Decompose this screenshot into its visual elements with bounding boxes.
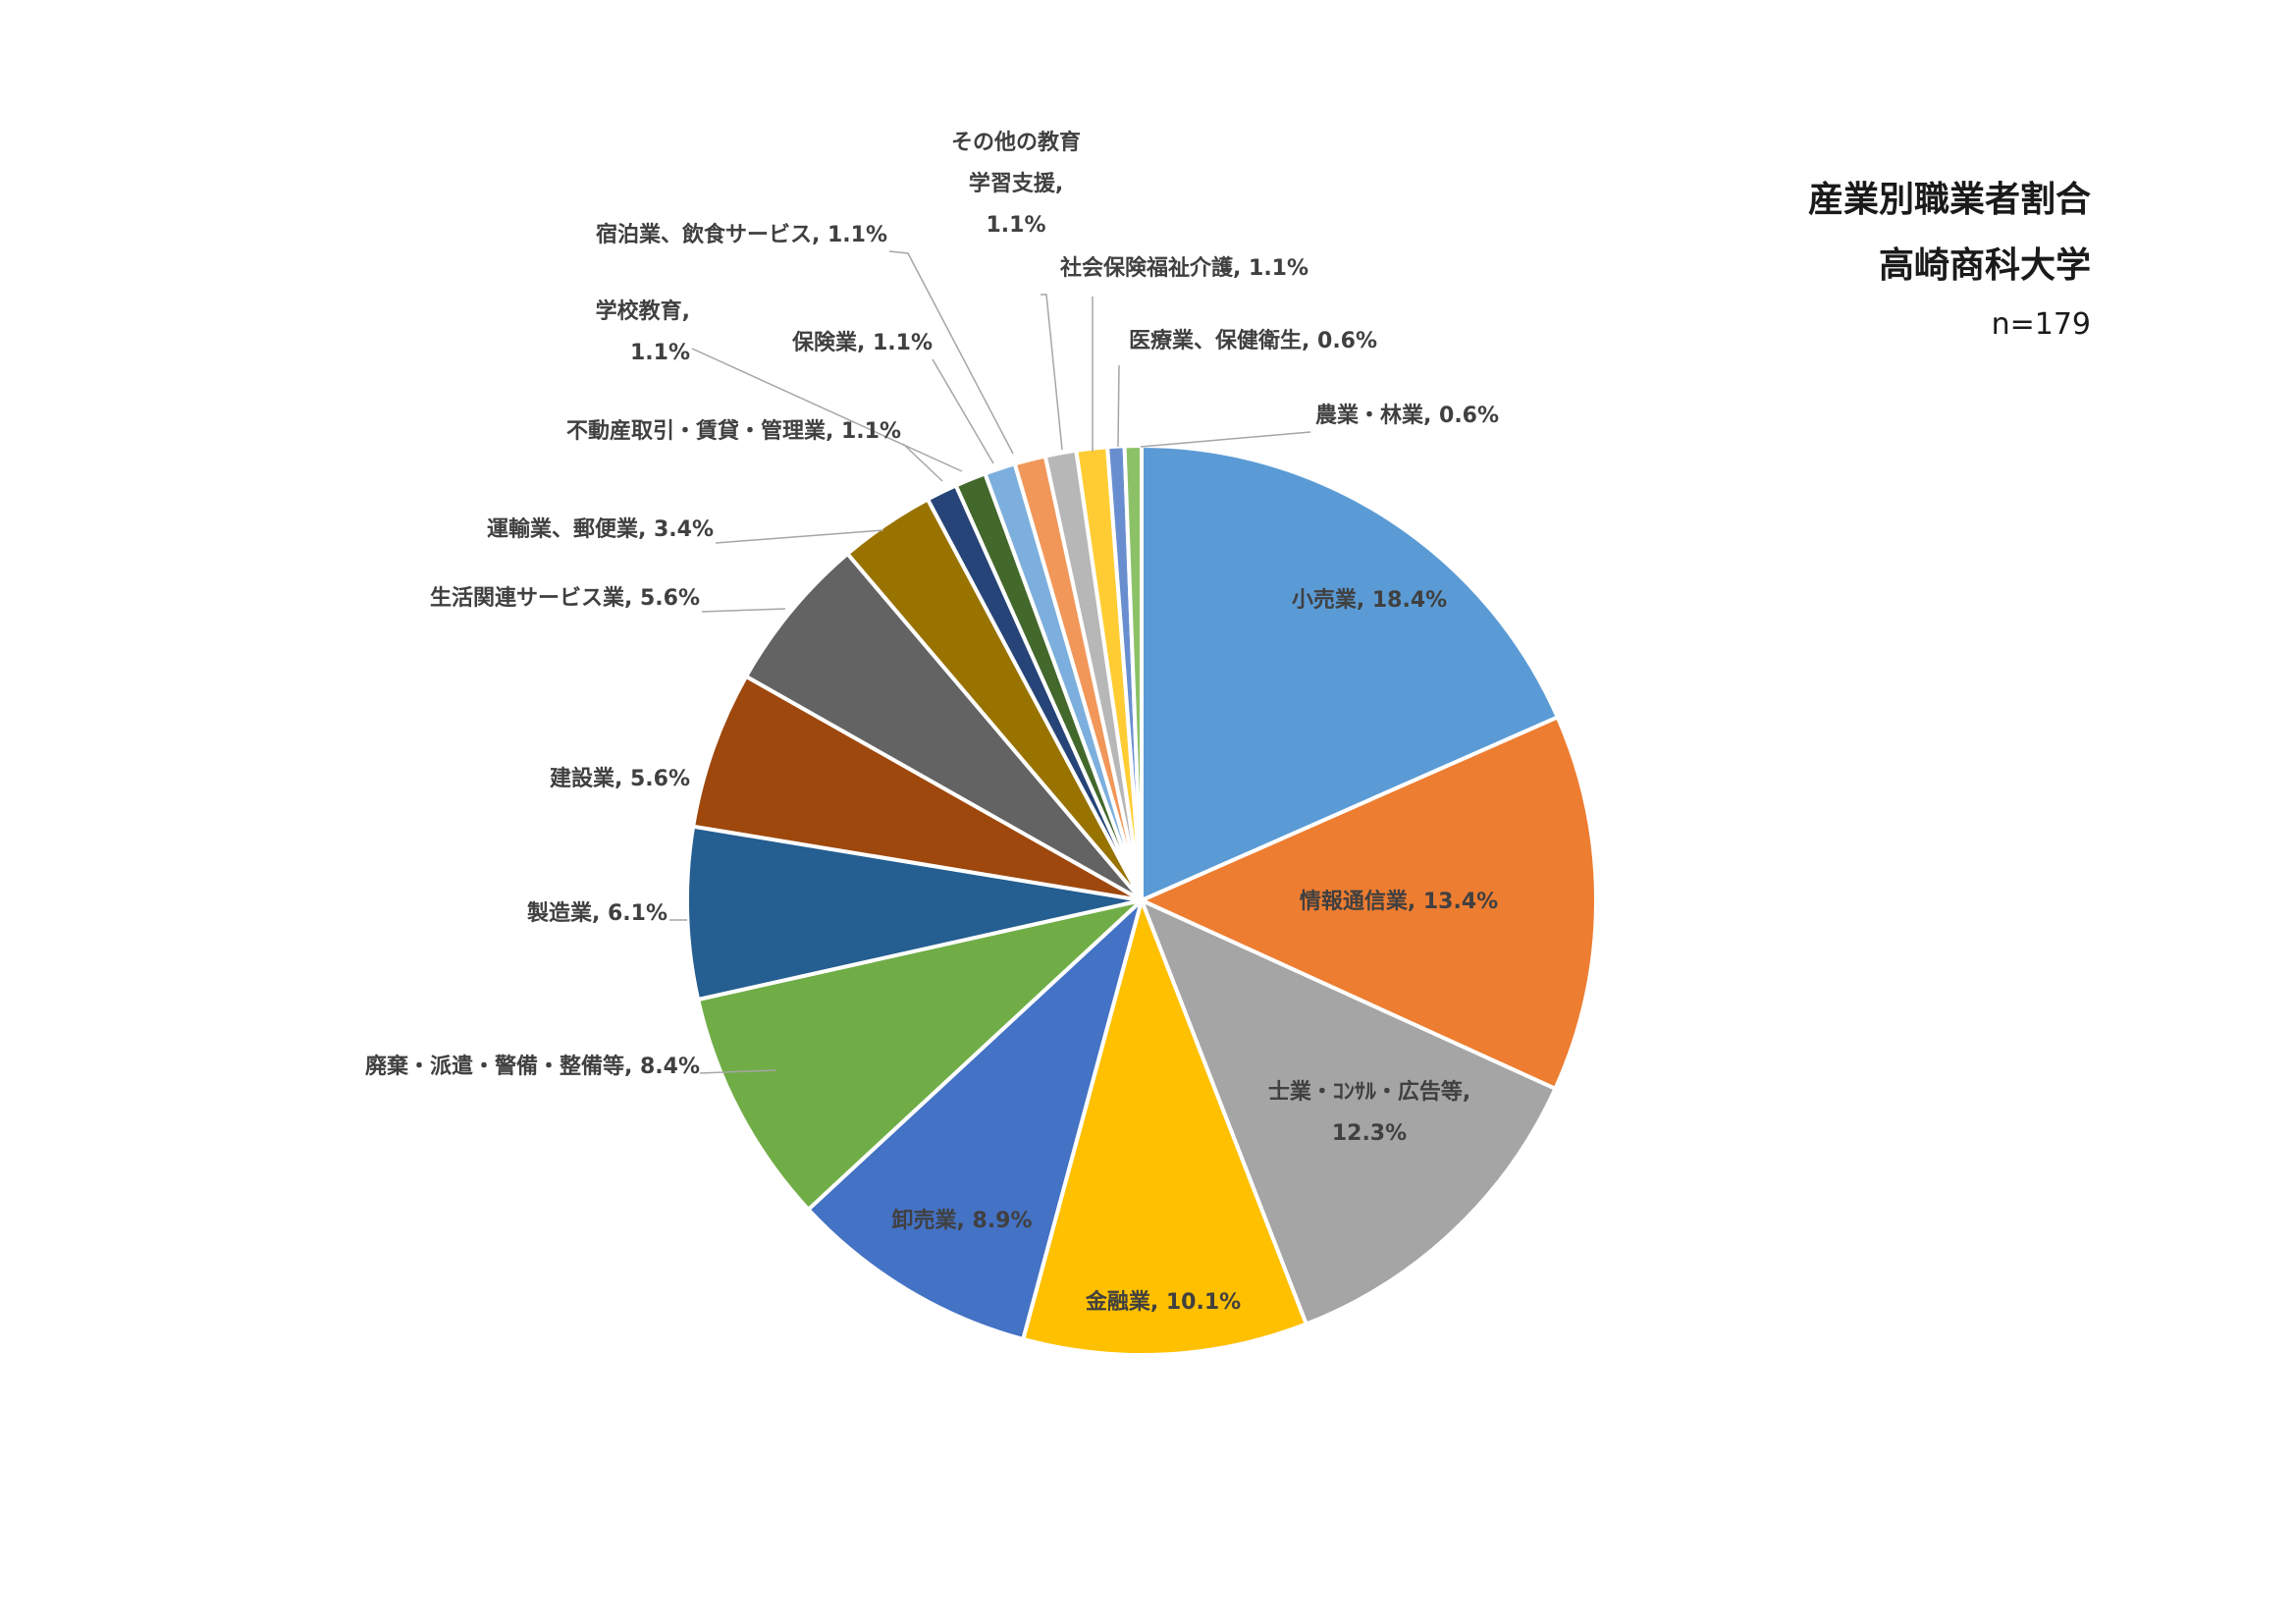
sample-size-note: n=179 (1992, 307, 2091, 342)
slice-label: 廃棄・派遣・警備・整備等, 8.4% (365, 1054, 700, 1079)
pie-slice (1140, 444, 1560, 902)
leader-line (888, 250, 1014, 455)
slice-label: 農業・林業, 0.6% (1315, 404, 1499, 428)
pie-slice (806, 898, 1144, 1341)
pie-slice (744, 551, 1144, 902)
leader-line (1140, 431, 1311, 448)
chart-subtitle: 高崎商科大学 (1879, 244, 2091, 286)
leader-line (932, 358, 994, 464)
slice-label: その他の教育学習支援, 1.1% (951, 130, 1081, 238)
slice-label: 不動産取引・賃貸・管理業, 1.1% (566, 418, 901, 444)
slice-label: 医療業、保健衛生, 0.6% (1129, 328, 1377, 353)
leader-line (691, 348, 963, 472)
slice-label: 建設業, 5.6% (550, 766, 690, 791)
leader-line (701, 608, 786, 613)
slice-labels: 小売業, 18.4% 情報通信業, 13.4% 士業・ｺﾝｻﾙ・広告等, 12.3% 金… (365, 130, 1499, 1315)
leader-line (902, 443, 943, 482)
leader-line (1117, 364, 1120, 448)
pie-slice (696, 898, 1144, 1212)
pie-slice (1140, 715, 1598, 1091)
pie-slice (691, 674, 1144, 902)
slice-label: 製造業, 6.1% (526, 900, 667, 926)
pie-slice (1140, 898, 1558, 1326)
slice-label: 運輸業、郵便業, 3.4% (487, 516, 714, 542)
pie-slice (1021, 898, 1308, 1357)
slice-label: 情報通信業, 13.4% (1300, 889, 1498, 914)
pie-slice (1122, 444, 1144, 902)
pie-slice (685, 824, 1144, 1001)
leader-lines (669, 250, 1311, 1074)
slice-label: 金融業, 10.1% (1085, 1289, 1241, 1315)
chart-title: 産業別職業者割合 (1808, 180, 2091, 220)
slice-label: 保険業, 1.1% (791, 331, 933, 355)
slice-label: 士業・ｺﾝｻﾙ・広告等, 12.3% (1268, 1079, 1470, 1146)
slice-label: 卸売業, 8.9% (891, 1208, 1032, 1233)
slice-label: 学校教育, 1.1% (596, 298, 690, 365)
pie-slices (685, 444, 1598, 1357)
slice-label: 社会保険福祉介護, 1.1% (1060, 255, 1308, 281)
leader-line (1041, 294, 1063, 451)
leader-line (715, 529, 884, 544)
slice-label: 小売業, 18.4% (1292, 587, 1447, 613)
slice-label: 生活関連サービス業, 5.6% (430, 586, 700, 611)
slice-label: 宿泊業、飲食サービス, 1.1% (596, 222, 887, 247)
leader-line (699, 1069, 776, 1074)
